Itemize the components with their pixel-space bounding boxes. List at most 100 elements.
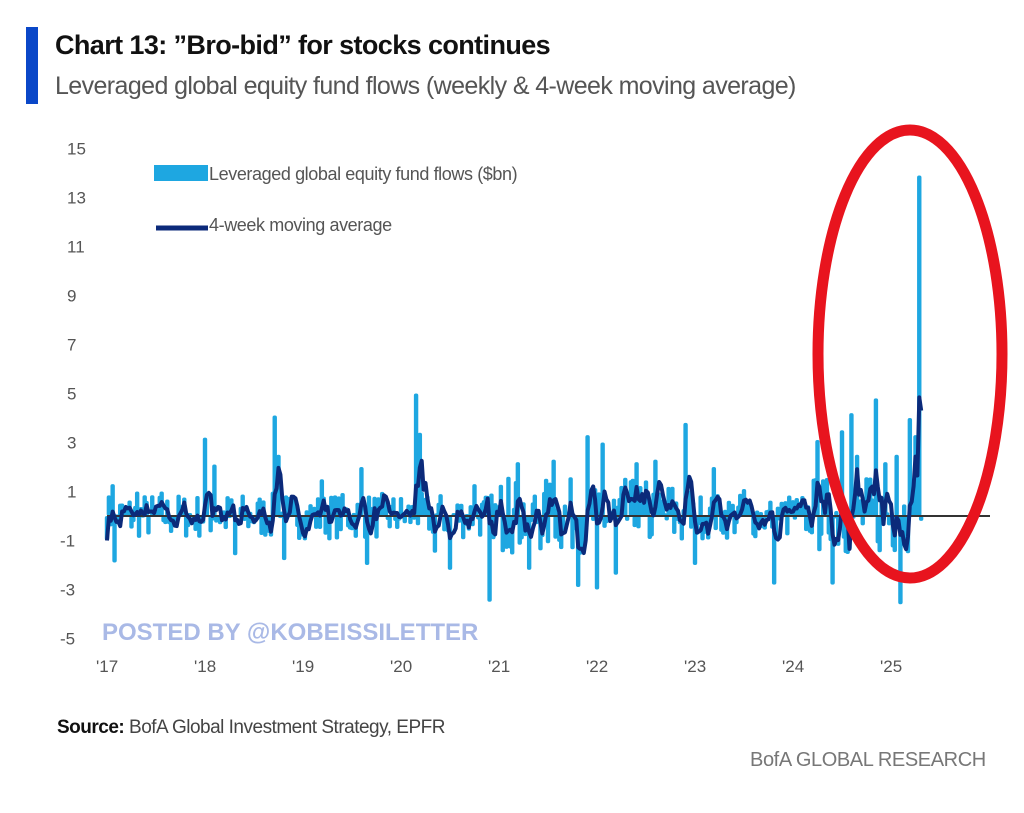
y-axis: 15 13 11 9 7 5 3 1 -1 -3 -5 <box>60 140 86 649</box>
weekly-flow-bar <box>374 516 379 539</box>
weekly-flow-bar <box>672 516 677 534</box>
weekly-flow-bar <box>110 484 115 516</box>
x-tick-label: '25 <box>880 657 902 676</box>
weekly-flow-bar <box>632 516 637 528</box>
weekly-flow-bar <box>134 491 140 516</box>
weekly-flow-bar <box>338 516 343 532</box>
weekly-flow-bar <box>594 516 600 590</box>
y-tick-label: -1 <box>60 532 75 551</box>
weekly-flow-bar <box>506 476 511 516</box>
weekly-flow-bar <box>545 516 551 544</box>
moving-average-line <box>105 395 924 556</box>
weekly-flow-bar <box>146 516 151 535</box>
weekly-flow-bar <box>649 516 654 537</box>
weekly-flow-bar <box>754 510 760 516</box>
highlight-ellipse <box>812 124 1008 584</box>
weekly-flow-bar <box>689 516 694 529</box>
x-tick-label: '22 <box>586 657 608 676</box>
weekly-flow-bar <box>803 516 809 532</box>
y-tick-label: 9 <box>67 287 76 306</box>
weekly-flow-bar <box>591 516 596 521</box>
weekly-flow-bar <box>477 516 483 537</box>
weekly-flow-bar <box>636 516 641 529</box>
legend: Leveraged global equity fund flows ($bn)… <box>154 164 518 235</box>
weekly-flow-bar <box>722 509 728 516</box>
x-tick-label: '18 <box>194 657 216 676</box>
y-tick-label: 5 <box>67 385 76 404</box>
x-tick-label: '17 <box>96 657 118 676</box>
chart-subtitle: Leveraged global equity fund flows (week… <box>55 72 796 100</box>
x-axis: '17 '18 '19 '20 '21 '22 '23 '24 '25 <box>96 657 902 676</box>
weekly-flow-bar <box>163 516 168 525</box>
weekly-flow-bar <box>819 516 824 536</box>
weekly-flow-bar <box>713 516 718 531</box>
weekly-flow-bar <box>387 516 392 529</box>
y-tick-label: 11 <box>67 238 85 257</box>
weekly-flow-bar <box>604 516 609 524</box>
weekly-flow-bar <box>281 516 287 561</box>
x-tick-label: '20 <box>390 657 412 676</box>
weekly-flow-bar <box>918 516 924 521</box>
weekly-flow-bar <box>398 497 404 516</box>
weekly-flow-bar <box>849 413 854 516</box>
weekly-flow-bar <box>785 516 790 536</box>
weekly-flow-bar <box>613 516 619 575</box>
y-tick-label: -3 <box>60 581 75 600</box>
legend-swatch-weekly <box>154 165 208 181</box>
weekly-flow-bar <box>775 506 781 516</box>
weekly-flow-bar <box>528 516 534 523</box>
weekly-flow-bars <box>104 175 924 605</box>
weekly-flow-bar <box>259 516 264 536</box>
weekly-flow-bar <box>323 516 328 535</box>
legend-label-ma: 4-week moving average <box>209 215 392 235</box>
weekly-flow-bar <box>664 516 669 521</box>
weekly-flow-bar <box>112 516 117 563</box>
y-tick-label: 7 <box>67 336 76 355</box>
weekly-flow-bar <box>860 516 865 526</box>
weekly-flow-bar <box>334 516 340 540</box>
y-tick-label: 1 <box>67 483 76 502</box>
weekly-flow-bar <box>232 516 238 556</box>
weekly-flow-bar <box>304 510 309 516</box>
title-accent-bar <box>26 27 38 104</box>
weekly-flow-bar <box>317 516 323 529</box>
weekly-flow-bar <box>366 495 372 516</box>
weekly-flow-bar <box>246 516 251 529</box>
brand-label: BofA GLOBAL RESEARCH <box>750 749 986 771</box>
weekly-flow-bar <box>468 505 473 516</box>
y-tick-label: 15 <box>67 140 86 159</box>
watermark: POSTED BY @KOBEISSILETTER <box>102 619 478 646</box>
weekly-flow-bar <box>886 516 892 526</box>
weekly-flow-bar <box>402 516 407 524</box>
weekly-flow-bar <box>687 490 692 516</box>
weekly-flow-bar <box>551 459 556 516</box>
weekly-flow-bar <box>408 516 413 525</box>
y-tick-label: 13 <box>67 189 86 208</box>
weekly-flow-bar <box>624 516 630 521</box>
weekly-flow-bar <box>313 516 319 529</box>
y-tick-label: -5 <box>60 630 75 649</box>
x-tick-label: '23 <box>684 657 706 676</box>
weekly-flow-bar <box>427 516 432 531</box>
weekly-flow-bar <box>570 516 575 550</box>
y-tick-label: 3 <box>67 434 76 453</box>
weekly-flow-bar <box>136 516 142 538</box>
weekly-flow-bar <box>901 504 907 516</box>
weekly-flow-bar <box>698 495 703 516</box>
weekly-flow-bar <box>877 516 882 553</box>
weekly-flow-bar <box>834 511 839 516</box>
weekly-flow-bar <box>487 516 492 602</box>
weekly-flow-bar <box>553 516 558 539</box>
weekly-flow-bar <box>131 516 136 523</box>
chart-title: Chart 13: ”Bro-bid” for stocks continues <box>55 30 551 60</box>
source-label: Source: <box>57 717 125 738</box>
weekly-flow-bar <box>894 454 899 516</box>
weekly-flow-bar <box>308 504 313 516</box>
weekly-flow-bar <box>696 516 701 526</box>
x-tick-label: '19 <box>292 657 314 676</box>
legend-label-weekly: Leveraged global equity fund flows ($bn) <box>209 164 517 184</box>
x-tick-label: '24 <box>782 657 804 676</box>
x-tick-label: '21 <box>488 657 510 676</box>
weekly-flow-bar <box>195 495 200 516</box>
